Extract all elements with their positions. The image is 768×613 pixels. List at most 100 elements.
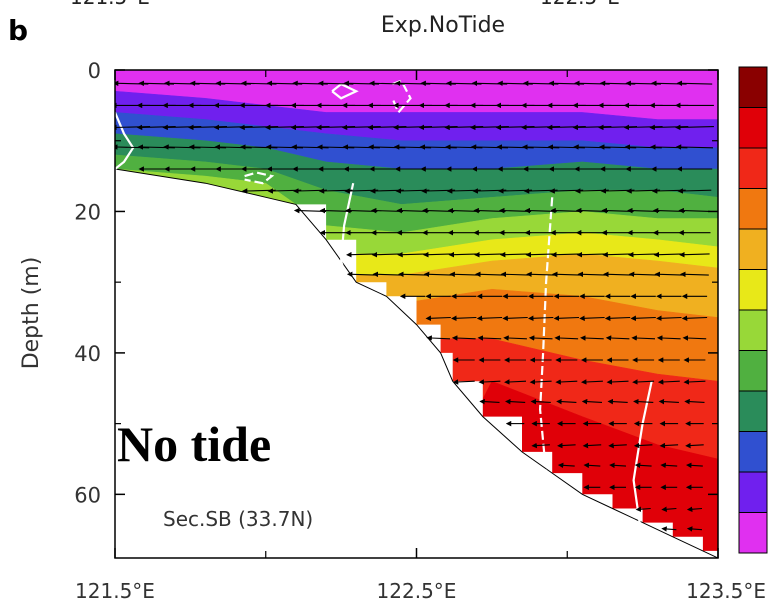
velocity-arrow — [449, 271, 479, 278]
velocity-arrow — [624, 144, 662, 150]
velocity-arrow — [502, 315, 528, 322]
velocity-arrow — [478, 379, 501, 385]
velocity-arrow — [686, 506, 703, 512]
colorbar-swatch-11 — [738, 107, 768, 149]
velocity-arrow — [290, 124, 330, 131]
velocity-arrow — [479, 398, 500, 405]
velocity-arrow — [530, 398, 551, 405]
velocity-arrow — [239, 124, 279, 131]
velocity-arrow — [572, 124, 612, 131]
seabed-line — [115, 168, 718, 558]
velocity-arrow — [679, 251, 710, 258]
velocity-arrow — [419, 144, 457, 150]
velocity-arrow — [527, 315, 554, 322]
velocity-arrow — [451, 335, 476, 341]
velocity-arrow — [686, 526, 703, 532]
colorbar-swatch-12 — [738, 66, 768, 108]
velocity-arrow — [580, 335, 604, 341]
velocity-arrow — [477, 335, 502, 341]
x-tick-label: 122.5°E — [377, 579, 457, 603]
velocity-arrow — [631, 335, 656, 341]
velocity-arrow — [137, 144, 175, 150]
contour-line-2 — [244, 171, 275, 185]
x-tick-label: 123.5°E — [686, 579, 766, 603]
velocity-arrow — [656, 315, 682, 322]
y-tick-label: 0 — [88, 59, 101, 83]
velocity-arrow — [214, 144, 252, 150]
y-axis: 0 20 40 60 — [74, 59, 718, 507]
colorbar-swatch-10 — [738, 147, 768, 189]
velocity-arrow — [367, 124, 407, 131]
velocity-arrow — [469, 124, 509, 131]
velocity-arrow — [470, 144, 509, 150]
velocity-arrow — [557, 462, 575, 469]
velocity-arrow — [623, 124, 663, 131]
velocity-arrow — [341, 124, 381, 131]
y-tick-label: 60 — [74, 483, 101, 507]
velocity-arrow — [606, 379, 629, 385]
velocity-arrow — [163, 144, 201, 150]
velocity-arrow — [240, 144, 278, 150]
velocity-arrow — [547, 144, 585, 150]
velocity-arrow — [346, 271, 376, 278]
colorbar-swatch-2 — [738, 471, 768, 513]
velocity-arrow — [573, 144, 611, 150]
velocity-arrow — [526, 271, 556, 278]
velocity-arrow — [557, 442, 576, 449]
velocity-arrow — [423, 271, 453, 278]
velocity-arrow — [676, 80, 713, 87]
colorbar — [738, 66, 768, 554]
velocity-arrow — [656, 335, 681, 341]
velocity-arrow — [556, 398, 577, 405]
velocity-arrow — [661, 506, 677, 512]
velocity-arrow — [635, 506, 651, 512]
velocity-arrow — [342, 144, 380, 150]
velocity-arrow — [115, 124, 151, 131]
colorbar-swatch-1 — [738, 512, 768, 554]
velocity-arrow — [634, 462, 652, 469]
velocity-arrow — [678, 207, 711, 214]
velocity-arrow — [291, 144, 329, 150]
velocity-arrow — [265, 144, 304, 150]
velocity-arrow — [632, 379, 655, 385]
velocity-arrow — [659, 442, 679, 449]
velocity-arrow — [188, 144, 227, 150]
x-tick-label: 121.5°E — [75, 579, 155, 603]
velocity-arrow — [583, 462, 601, 469]
velocity-arrow — [598, 124, 638, 131]
velocity-arrow — [580, 379, 603, 385]
velocity-arrow — [546, 124, 586, 131]
velocity-arrow — [660, 462, 678, 469]
y-tick-label: 40 — [74, 342, 101, 366]
colorbar-swatch-6 — [738, 309, 768, 351]
velocity-arrow — [598, 144, 637, 150]
seabed-area — [115, 169, 718, 558]
velocity-arrow — [264, 124, 304, 131]
velocity-arrow — [657, 379, 680, 385]
velocity-arrow — [115, 144, 150, 150]
velocity-arrow — [553, 315, 580, 322]
colorbar-swatch-4 — [738, 390, 768, 432]
colorbar-swatch-5 — [738, 350, 768, 392]
colorbar-swatch-8 — [738, 228, 768, 270]
velocity-arrow — [500, 271, 530, 278]
velocity-arrow — [418, 124, 458, 131]
y-tick-label: 20 — [74, 200, 101, 224]
velocity-vectors — [115, 80, 714, 532]
velocity-arrow — [674, 124, 714, 131]
velocity-arrow — [476, 315, 503, 322]
velocity-arrow — [398, 271, 427, 278]
velocity-arrow — [677, 188, 712, 194]
velocity-arrow — [136, 124, 176, 131]
colorbar-swatch-3 — [738, 431, 768, 473]
velocity-arrow — [607, 398, 628, 405]
velocity-arrow — [649, 124, 689, 131]
velocity-arrow — [605, 335, 630, 341]
velocity-arrow — [551, 271, 581, 278]
velocity-arrow — [393, 124, 433, 131]
x-axis: 121.5°E 122.5°E 123.5°E — [75, 70, 766, 603]
velocity-arrow — [425, 315, 451, 322]
velocity-arrow — [581, 398, 603, 405]
velocity-arrow — [685, 462, 703, 469]
